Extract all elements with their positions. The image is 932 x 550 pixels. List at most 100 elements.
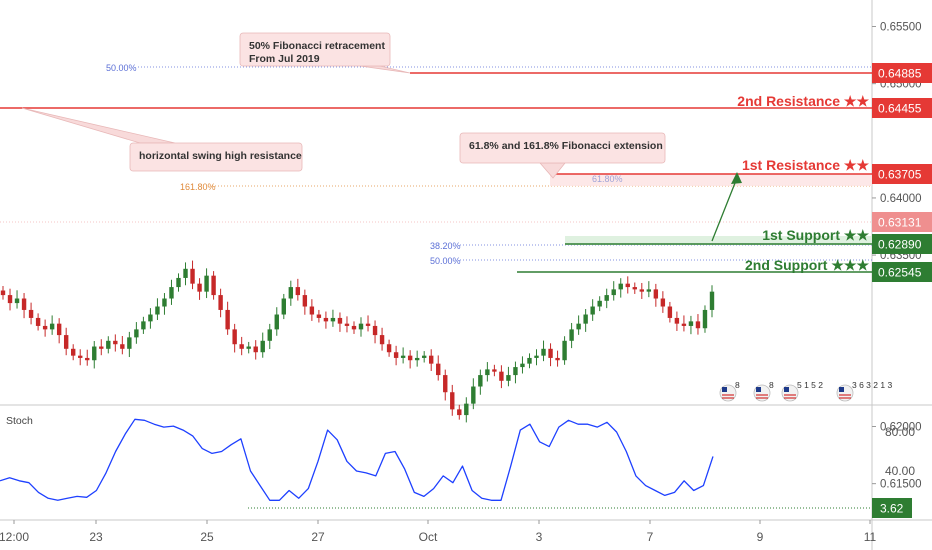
level-lines: 50.00% 161.80% 38.20% 50.00% 61.80% 2nd Resis… [0,63,872,273]
time-tick-label: 9 [757,530,764,544]
candle-body [576,323,581,330]
stoch-panel: Stoch [0,415,872,509]
candle-body [49,323,55,330]
candle-body [555,357,560,361]
event-marker[interactable]: 5 1 5 2 [781,380,823,402]
candle-body [450,392,455,410]
candle-body [548,348,553,358]
event-count: 8 [735,380,740,390]
candle-body [604,295,609,301]
candle-body [688,321,694,326]
time-tick-label: 11 [864,530,877,544]
candle-body [625,283,630,288]
candle-body [372,325,378,336]
price-badge-sup2 [872,262,932,282]
candle-body [211,275,216,296]
fib-382-label: 38.20% [430,241,461,251]
candle-body [386,344,392,353]
candle-body [351,325,357,330]
fib-618-label: 61.80% [592,174,623,184]
event-marker[interactable]: 8 [719,380,740,402]
candle-body [21,298,27,310]
candle-body [120,344,125,349]
event-count: 8 [769,380,774,390]
fib-161-label: 161.80% [180,182,216,192]
price-badge-last [872,212,932,232]
event-marker[interactable]: 8 [753,380,774,402]
candle-body [632,287,637,290]
candle-body [618,283,623,290]
candle-body [527,357,532,364]
price-badge-text-sup1: 0.62890 [878,238,922,252]
stoch-line [0,418,714,501]
stoch-tick-label: 40.00 [885,464,915,478]
candle-body [92,346,97,361]
candle-body [267,329,272,341]
flag-canton [722,387,727,392]
candle-body [218,295,223,310]
candle-body [253,346,258,353]
candle-body [106,340,111,349]
price-badge-text-res1: 0.63705 [878,168,922,182]
candle-body [63,335,69,349]
flag-canton [839,387,844,392]
candle-body [323,317,329,322]
candle-body [443,375,448,393]
projection-arrow-head [731,172,742,184]
candle-body [0,290,6,296]
axes: 0.655000.650000.640000.635000.620000.615… [0,22,932,544]
candle-body [99,346,104,349]
price-badge-text-res2: 0.64455 [878,102,922,116]
candles [0,260,715,423]
candle-body [309,306,315,315]
callout-fib-retracement-text: 50% Fibonacci retracement [249,40,385,52]
candle-body [365,323,371,326]
callout-fib-retracement-text: From Jul 2019 [249,53,320,65]
candle-body [436,363,441,376]
candle-body [127,337,132,349]
event-count: 3 6 3 2 1 3 [852,380,892,390]
candle-body [583,314,588,324]
event-markers[interactable]: 8 8 5 1 5 2 3 6 3 2 1 3 [719,380,892,402]
candle-body [513,367,518,376]
price-tick-label: 0.64000 [880,193,922,205]
callout-swing-high-text: horizontal swing high resistance [139,150,302,162]
candle-body [246,346,251,349]
candle-body [400,355,406,358]
candle-body [162,298,167,307]
candle-body [85,357,90,361]
candle-body [141,321,146,330]
candle-body [520,363,525,368]
time-tick-label: 12:00 [0,530,29,544]
candle-body [457,409,462,416]
candle-body [155,306,160,315]
candle-body [471,386,476,404]
price-badge-sup1 [872,234,932,254]
time-tick-label: Oct [419,530,438,544]
stoch-current-badge [872,498,912,518]
candle-body [330,317,336,322]
candle-body [28,309,34,318]
candle-body [148,314,153,322]
candle-body [288,287,294,299]
callout-fib-retracement-box [239,32,391,67]
candle-body [183,268,188,278]
event-marker[interactable]: 3 6 3 2 1 3 [836,380,892,402]
price-badge-text-fib50-top: 0.64885 [878,67,922,81]
support-zone [565,236,872,245]
candle-body [169,287,174,299]
price-badge-fib50-top [872,63,932,83]
candle-body [478,375,483,387]
candle-body [695,321,701,329]
candle-body [78,355,83,358]
candle-body [639,289,645,292]
candle-body [225,309,230,330]
candle-body [337,317,343,324]
flag-canton [784,387,789,392]
candle-body [421,355,427,358]
candle-body [464,403,469,416]
stoch-current-label: 3.62 [880,502,904,516]
candle-body [660,298,666,307]
candle-body [681,323,687,326]
